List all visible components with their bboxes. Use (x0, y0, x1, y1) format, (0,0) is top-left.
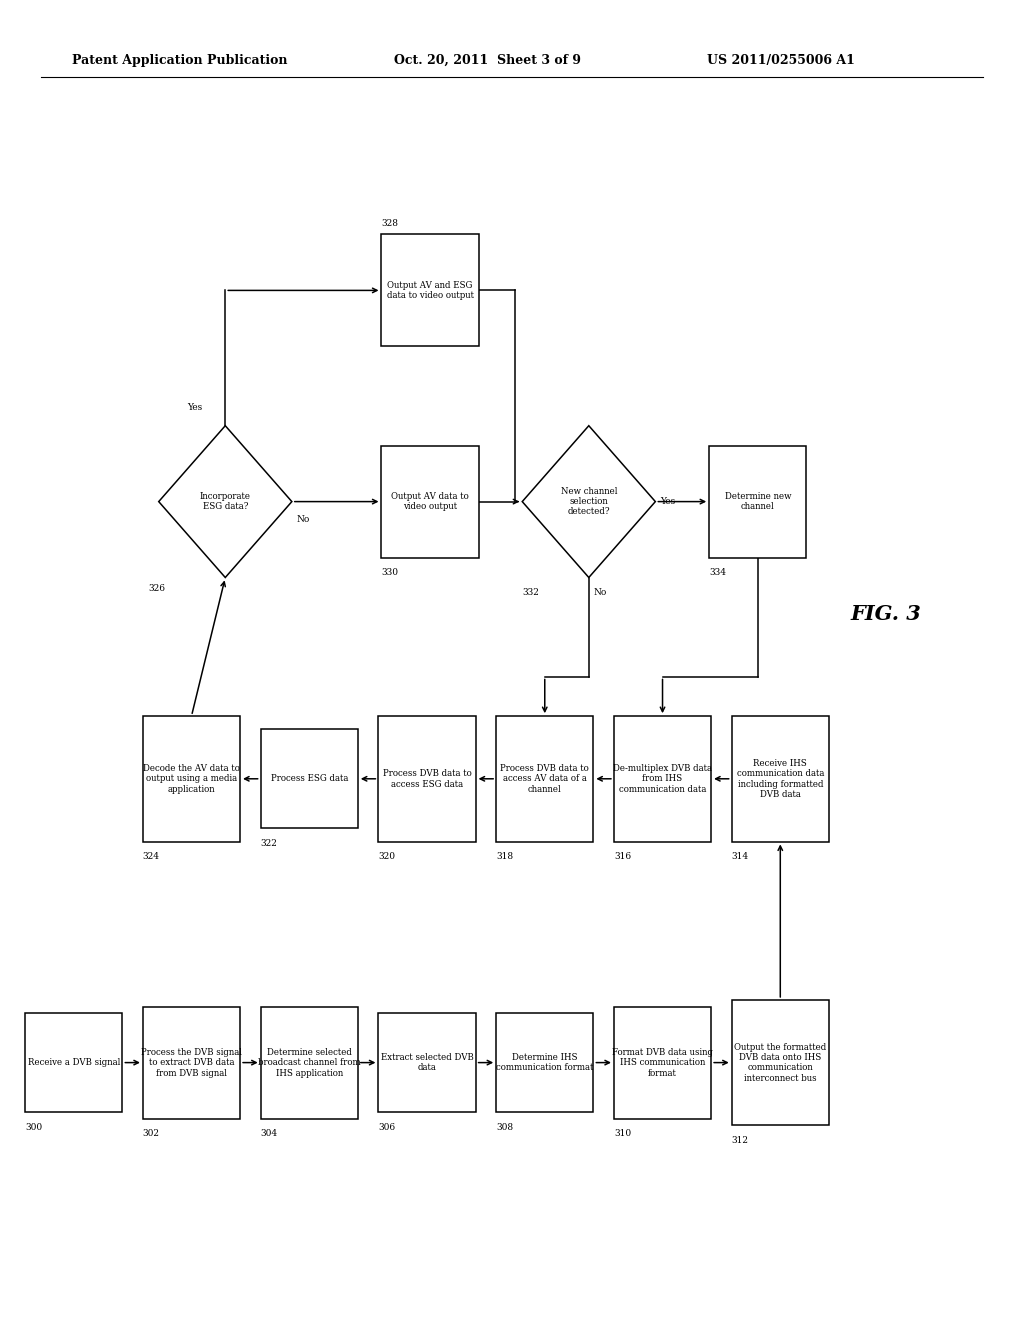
Text: Output the formatted
DVB data onto IHS
communication
interconnect bus: Output the formatted DVB data onto IHS c… (734, 1043, 826, 1082)
FancyBboxPatch shape (25, 1014, 123, 1111)
Text: Patent Application Publication: Patent Application Publication (72, 54, 287, 67)
Text: Yes: Yes (660, 498, 676, 506)
Text: 318: 318 (497, 853, 513, 861)
FancyBboxPatch shape (614, 715, 711, 842)
Text: 322: 322 (260, 840, 278, 847)
Text: 304: 304 (260, 1130, 278, 1138)
FancyBboxPatch shape (381, 235, 479, 346)
FancyBboxPatch shape (260, 1006, 358, 1119)
FancyBboxPatch shape (497, 715, 594, 842)
Text: Determine IHS
communication format: Determine IHS communication format (496, 1053, 594, 1072)
FancyBboxPatch shape (731, 1001, 829, 1125)
Polygon shape (159, 425, 292, 578)
Text: Output AV data to
video output: Output AV data to video output (391, 492, 469, 511)
Text: 330: 330 (381, 568, 398, 577)
Text: New channel
selection
detected?: New channel selection detected? (560, 487, 617, 516)
FancyBboxPatch shape (260, 729, 358, 829)
Text: Process the DVB signal
to extract DVB data
from DVB signal: Process the DVB signal to extract DVB da… (141, 1048, 242, 1077)
Text: Output AV and ESG
data to video output: Output AV and ESG data to video output (387, 281, 473, 300)
Text: Determine selected
broadcast channel from
IHS application: Determine selected broadcast channel fro… (258, 1048, 360, 1077)
Text: 312: 312 (731, 1135, 749, 1144)
FancyBboxPatch shape (379, 715, 475, 842)
Text: De-multiplex DVB data
from IHS
communication data: De-multiplex DVB data from IHS communica… (613, 764, 712, 793)
FancyBboxPatch shape (497, 1014, 594, 1111)
Text: 308: 308 (497, 1122, 513, 1131)
Text: 314: 314 (731, 853, 749, 861)
Text: 302: 302 (143, 1130, 160, 1138)
Text: Decode the AV data to
output using a media
application: Decode the AV data to output using a med… (143, 764, 240, 793)
Text: 300: 300 (25, 1122, 42, 1131)
Text: 326: 326 (148, 583, 166, 593)
FancyBboxPatch shape (143, 1006, 240, 1119)
Text: FIG. 3: FIG. 3 (850, 603, 922, 624)
FancyBboxPatch shape (614, 1006, 711, 1119)
FancyBboxPatch shape (731, 715, 829, 842)
Text: Receive IHS
communication data
including formatted
DVB data: Receive IHS communication data including… (736, 759, 824, 799)
FancyBboxPatch shape (709, 446, 807, 557)
FancyBboxPatch shape (381, 446, 479, 557)
Text: 310: 310 (614, 1130, 631, 1138)
Text: US 2011/0255006 A1: US 2011/0255006 A1 (707, 54, 854, 67)
FancyBboxPatch shape (143, 715, 240, 842)
Text: Yes: Yes (187, 404, 202, 412)
Text: 320: 320 (379, 853, 395, 861)
Text: 316: 316 (614, 853, 631, 861)
Text: Process ESG data: Process ESG data (270, 775, 348, 783)
Text: Format DVB data using
IHS communication
format: Format DVB data using IHS communication … (612, 1048, 713, 1077)
Text: Process DVB data to
access ESG data: Process DVB data to access ESG data (383, 770, 471, 788)
FancyBboxPatch shape (379, 1014, 475, 1111)
Text: No: No (594, 589, 607, 597)
Text: No: No (297, 515, 310, 524)
Text: 332: 332 (522, 589, 539, 597)
Text: 324: 324 (143, 853, 160, 861)
Text: Receive a DVB signal: Receive a DVB signal (28, 1059, 120, 1067)
Text: Oct. 20, 2011  Sheet 3 of 9: Oct. 20, 2011 Sheet 3 of 9 (394, 54, 582, 67)
Text: 306: 306 (379, 1122, 395, 1131)
Text: Extract selected DVB
data: Extract selected DVB data (381, 1053, 473, 1072)
Text: 334: 334 (709, 568, 726, 577)
Text: Incorporate
ESG data?: Incorporate ESG data? (200, 492, 251, 511)
Text: Process DVB data to
access AV data of a
channel: Process DVB data to access AV data of a … (501, 764, 589, 793)
Polygon shape (522, 425, 655, 578)
Text: 328: 328 (381, 219, 398, 227)
Text: Determine new
channel: Determine new channel (725, 492, 791, 511)
